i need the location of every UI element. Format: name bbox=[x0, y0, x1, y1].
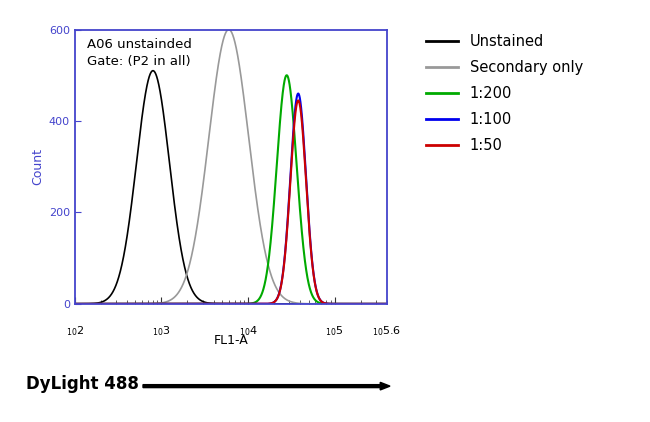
Text: DyLight 488: DyLight 488 bbox=[26, 375, 139, 393]
Text: $_{10}4$: $_{10}4$ bbox=[239, 325, 257, 338]
Y-axis label: Count: Count bbox=[32, 148, 45, 185]
Text: $_{10}5.6$: $_{10}5.6$ bbox=[372, 325, 401, 338]
Text: A06 unstainded
Gate: (P2 in all): A06 unstainded Gate: (P2 in all) bbox=[87, 38, 192, 68]
Text: $_{10}2$: $_{10}2$ bbox=[66, 325, 84, 338]
X-axis label: FL1-A: FL1-A bbox=[213, 333, 248, 346]
Text: $_{10}5$: $_{10}5$ bbox=[326, 325, 344, 338]
Legend: Unstained, Secondary only, 1:200, 1:100, 1:50: Unstained, Secondary only, 1:200, 1:100,… bbox=[420, 28, 589, 159]
Text: $_{10}3$: $_{10}3$ bbox=[152, 325, 170, 338]
